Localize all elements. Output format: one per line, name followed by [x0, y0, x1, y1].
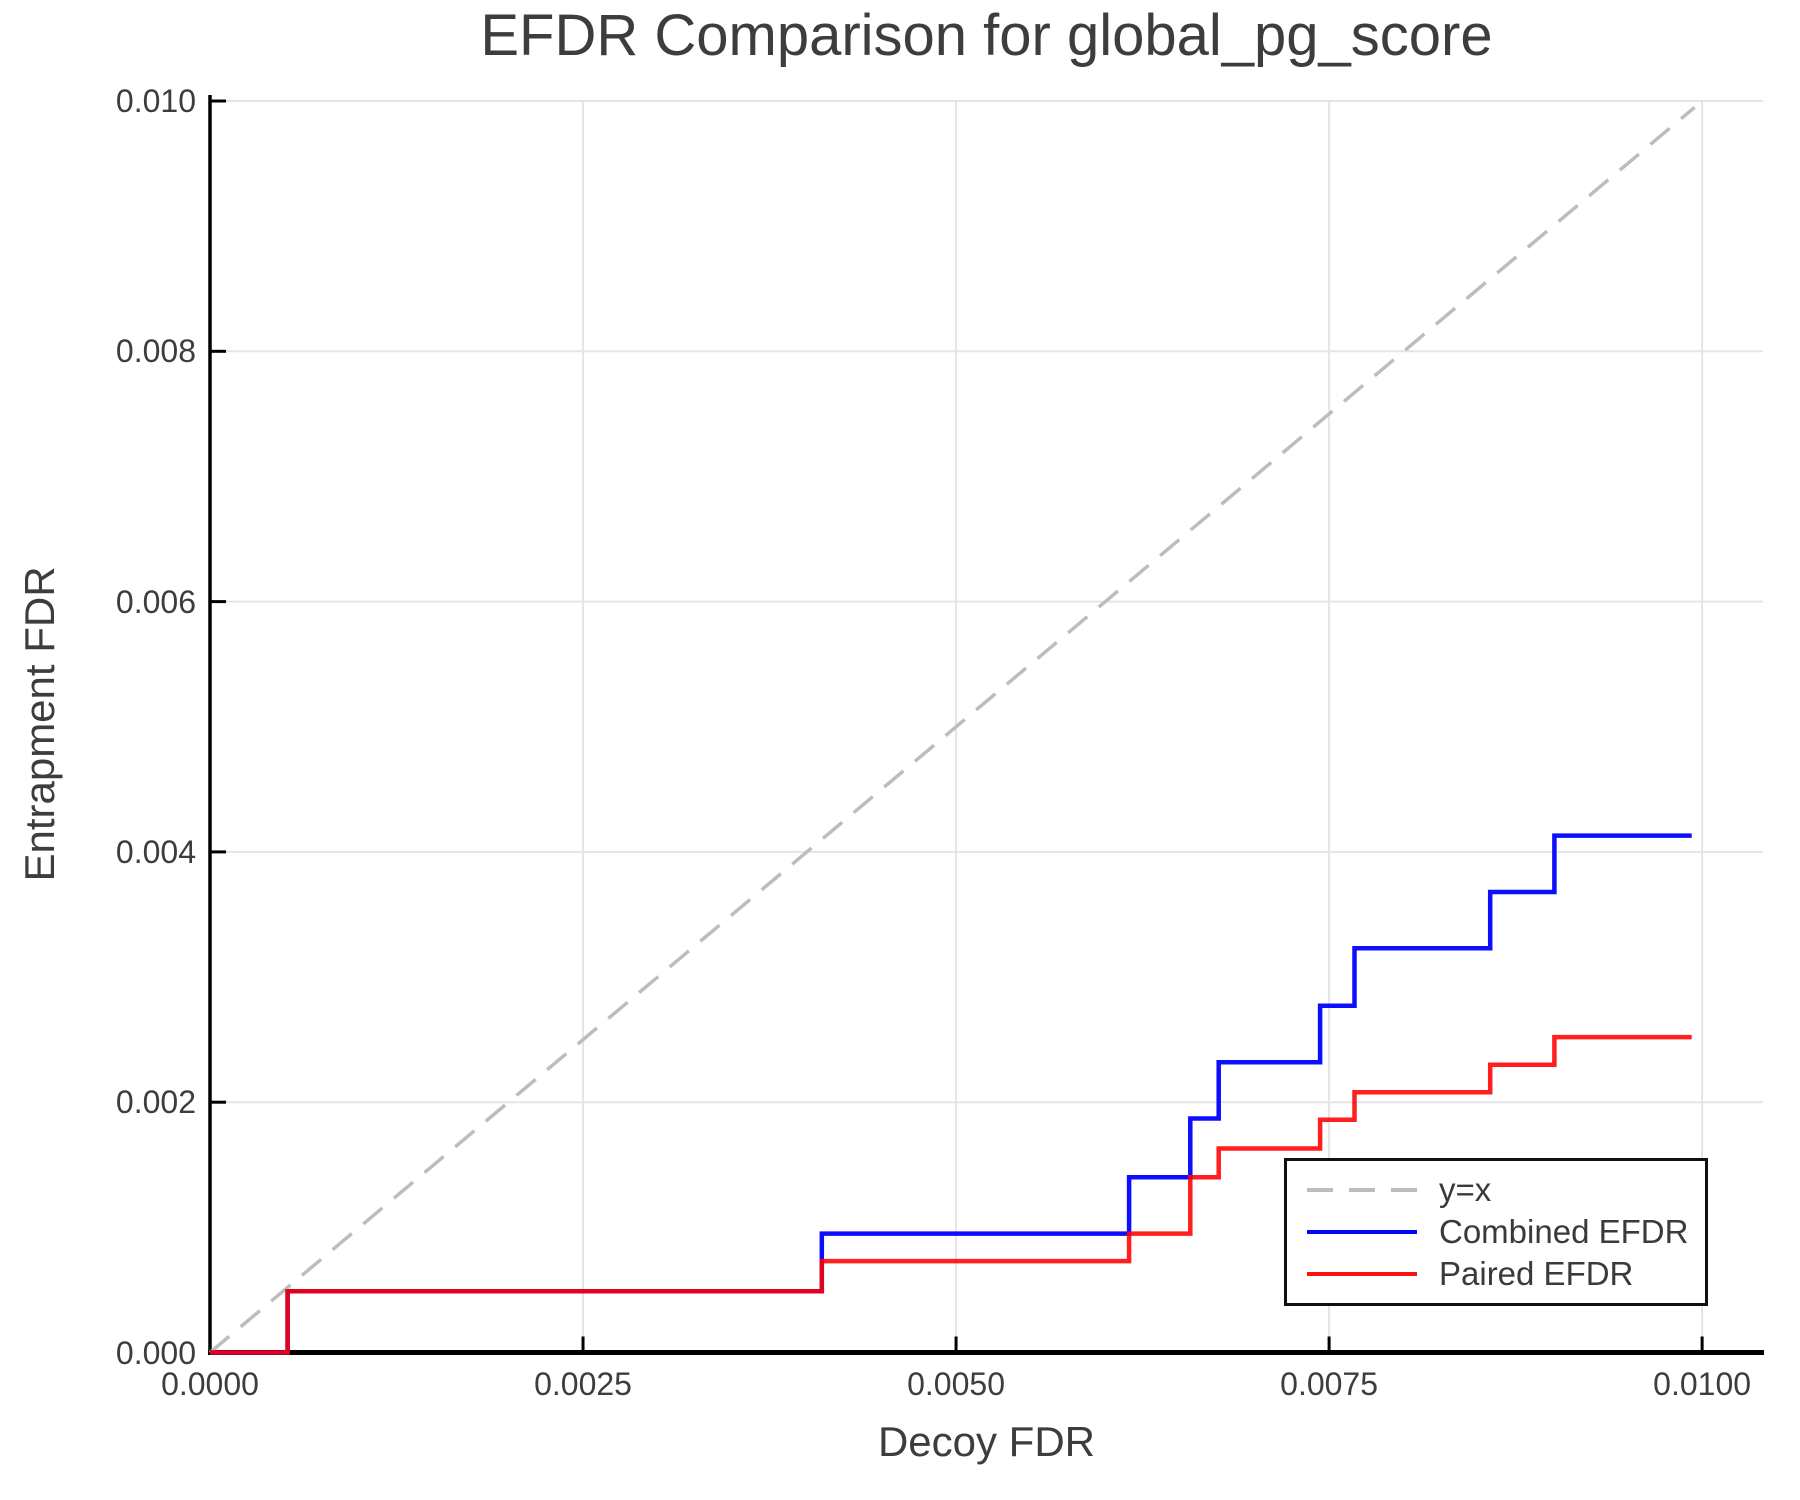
paired-efdr-line-sample [1307, 1272, 1417, 1276]
x-tick-label: 0.0000 [161, 1365, 259, 1402]
paired-efdr-line [210, 1034, 1692, 1355]
legend-item-paired-efdr: Paired EFDR [1287, 1255, 1705, 1293]
x-tick-label: 0.0075 [1280, 1365, 1379, 1402]
y-tick-label: 0.000 [115, 1334, 196, 1371]
x-tick-label: 0.0050 [907, 1365, 1005, 1402]
legend-label-yx: y=x [1439, 1171, 1492, 1208]
legend: y=x Combined EFDR Paired EFDR [1284, 1158, 1708, 1306]
legend-item-yx: y=x [1287, 1171, 1705, 1209]
x-tick-label: 0.0100 [1653, 1365, 1752, 1402]
y-tick-label: 0.008 [115, 333, 196, 370]
chart-title: EFDR Comparison for global_pg_score [480, 3, 1493, 68]
x-axis-label: Decoy FDR [877, 1418, 1096, 1465]
y-tick-label: 0.004 [115, 833, 196, 870]
legend-label-combined-efdr: Combined EFDR [1439, 1213, 1689, 1250]
y-tick-label: 0.006 [115, 583, 196, 620]
y-equals-x-line [208, 105, 1696, 1354]
y-tick-label: 0.010 [115, 83, 196, 119]
combined-efdr-line-sample [1307, 1230, 1417, 1234]
y-tick-label: 0.002 [115, 1084, 196, 1121]
x-tick-label: 0.0025 [534, 1365, 632, 1402]
legend-label-paired-efdr: Paired EFDR [1439, 1255, 1634, 1292]
yx-dashed-line-sample [1307, 1188, 1417, 1192]
legend-item-combined-efdr: Combined EFDR [1287, 1213, 1705, 1251]
